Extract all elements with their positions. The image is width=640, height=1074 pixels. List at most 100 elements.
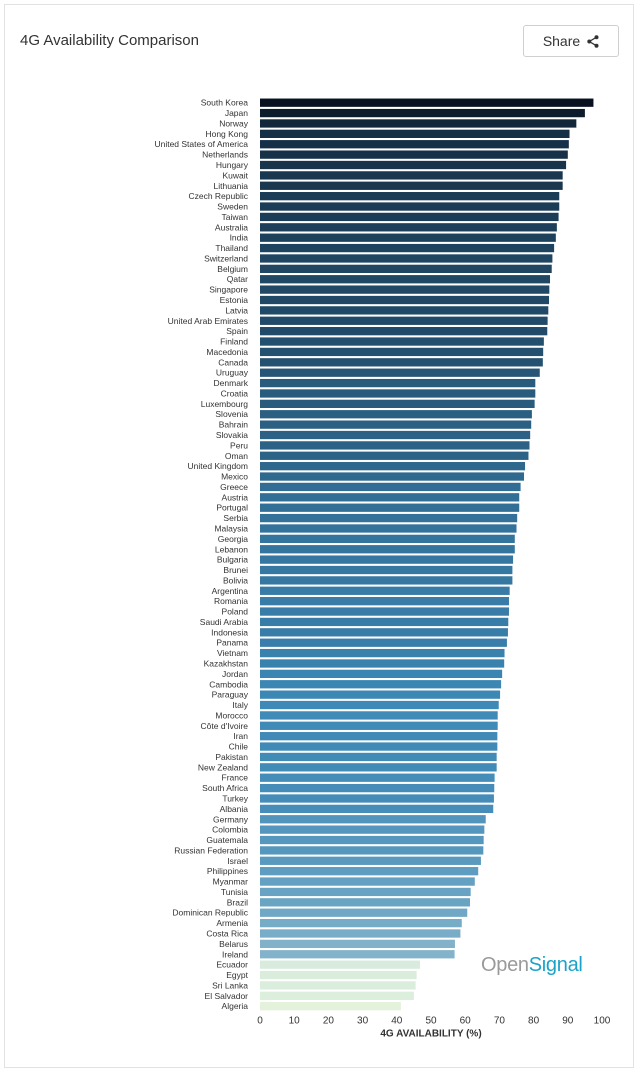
category-label: Hungary bbox=[216, 160, 249, 170]
category-label: Greece bbox=[220, 482, 248, 492]
bar bbox=[260, 389, 536, 398]
category-label: Taiwan bbox=[222, 212, 249, 222]
category-label: Chile bbox=[229, 742, 249, 752]
category-label: Jordan bbox=[222, 669, 248, 679]
category-label: Italy bbox=[232, 700, 248, 710]
bar bbox=[260, 513, 518, 523]
bar bbox=[260, 763, 497, 772]
category-label: Bulgaria bbox=[217, 555, 248, 565]
x-tick-label: 50 bbox=[425, 1015, 437, 1026]
bar bbox=[260, 721, 498, 730]
x-tick-label: 100 bbox=[594, 1015, 611, 1026]
category-label: Macedonia bbox=[206, 347, 248, 357]
bar bbox=[260, 981, 416, 990]
category-label: Tunisia bbox=[221, 887, 248, 897]
bar bbox=[260, 202, 560, 211]
category-label: Qatar bbox=[227, 274, 248, 284]
bar bbox=[260, 659, 505, 668]
category-label: Côte d'Ivoire bbox=[201, 721, 249, 731]
category-label: Netherlands bbox=[202, 150, 248, 160]
bar bbox=[260, 586, 510, 595]
category-label: Spain bbox=[226, 326, 248, 336]
bar bbox=[260, 337, 544, 346]
category-label: Uruguay bbox=[216, 368, 249, 378]
category-label: India bbox=[230, 233, 249, 243]
category-label: Kuwait bbox=[222, 170, 248, 180]
bar bbox=[260, 794, 494, 803]
category-label: Ecuador bbox=[216, 960, 248, 970]
category-label: Slovenia bbox=[215, 409, 248, 419]
bar bbox=[260, 150, 568, 159]
bar bbox=[260, 607, 509, 616]
category-label: Albania bbox=[220, 804, 249, 814]
category-label: Slovakia bbox=[216, 430, 248, 440]
category-label: Japan bbox=[225, 108, 248, 118]
category-label: Denmark bbox=[214, 378, 249, 388]
category-label: Costa Rica bbox=[206, 928, 248, 938]
category-label: Lebanon bbox=[215, 544, 248, 554]
bar bbox=[260, 108, 585, 118]
category-label: Malaysia bbox=[214, 523, 248, 533]
bar bbox=[260, 493, 520, 502]
bar bbox=[260, 482, 521, 492]
bar bbox=[260, 867, 479, 876]
category-label: Finland bbox=[220, 337, 248, 347]
category-label: Estonia bbox=[220, 295, 249, 305]
bar bbox=[260, 877, 475, 886]
bar bbox=[260, 742, 498, 751]
bar bbox=[260, 503, 520, 512]
category-label: Germany bbox=[213, 814, 249, 824]
category-label: Armenia bbox=[216, 918, 248, 928]
bar bbox=[260, 441, 530, 450]
bar bbox=[260, 908, 468, 917]
bar bbox=[260, 347, 544, 357]
category-label: Belarus bbox=[219, 939, 248, 949]
bar bbox=[260, 825, 485, 834]
bar bbox=[260, 783, 495, 793]
x-tick-label: 20 bbox=[323, 1015, 335, 1026]
bar bbox=[260, 254, 553, 263]
category-label: Serbia bbox=[223, 513, 248, 523]
x-tick-label: 10 bbox=[289, 1015, 301, 1026]
bar bbox=[260, 576, 513, 585]
category-label: Portugal bbox=[216, 503, 248, 513]
category-label: Indonesia bbox=[211, 627, 248, 637]
bar bbox=[260, 669, 503, 679]
category-label: South Africa bbox=[202, 783, 248, 793]
bar bbox=[260, 264, 552, 273]
bar bbox=[260, 711, 498, 720]
bar bbox=[260, 430, 531, 440]
bar bbox=[260, 462, 526, 471]
category-label: Colombia bbox=[212, 825, 248, 835]
bar bbox=[260, 970, 417, 980]
category-label: Morocco bbox=[215, 710, 248, 720]
bar bbox=[260, 638, 507, 647]
bar bbox=[260, 918, 462, 928]
bar bbox=[260, 856, 481, 865]
category-label: Croatia bbox=[221, 388, 249, 398]
share-button[interactable]: Share bbox=[523, 25, 619, 57]
bar bbox=[260, 243, 555, 253]
category-label: Sweden bbox=[217, 202, 248, 212]
category-label: France bbox=[222, 773, 249, 783]
bar bbox=[260, 628, 508, 637]
bar bbox=[260, 939, 455, 949]
bar bbox=[260, 555, 514, 564]
bar bbox=[260, 690, 501, 699]
x-tick-label: 40 bbox=[391, 1015, 403, 1026]
bar bbox=[260, 327, 548, 336]
bar bbox=[260, 212, 559, 222]
category-label: Guatemala bbox=[206, 835, 248, 845]
bar bbox=[260, 887, 471, 897]
category-label: Poland bbox=[222, 607, 249, 617]
x-tick-label: 30 bbox=[357, 1015, 369, 1026]
bar bbox=[260, 898, 470, 907]
category-label: Lithuania bbox=[213, 181, 248, 191]
category-label: Dominican Republic bbox=[172, 908, 248, 918]
bar bbox=[260, 399, 535, 409]
bar bbox=[260, 233, 556, 242]
category-label: Belgium bbox=[217, 264, 248, 274]
bar bbox=[260, 1002, 401, 1011]
category-label: Vietnam bbox=[217, 648, 248, 658]
category-label: South Korea bbox=[201, 98, 249, 108]
